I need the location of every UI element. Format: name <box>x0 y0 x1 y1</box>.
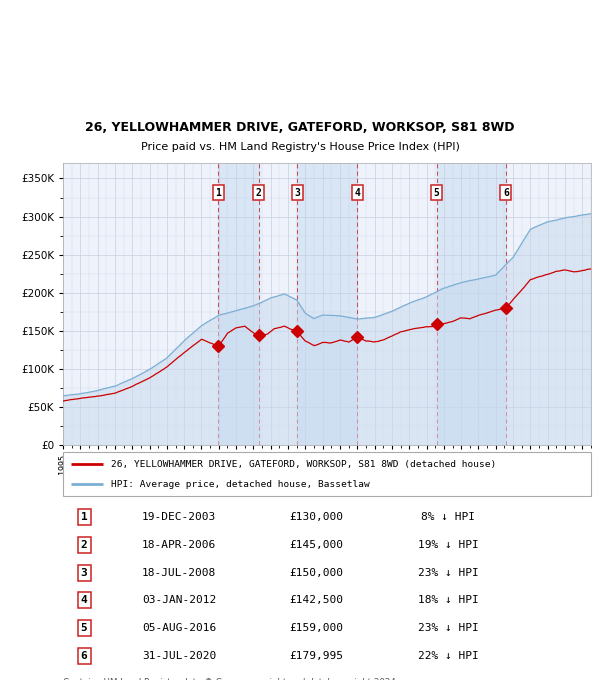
Text: £142,500: £142,500 <box>289 596 343 605</box>
Text: 3: 3 <box>81 568 88 577</box>
Text: 2: 2 <box>81 540 88 550</box>
Text: 19% ↓ HPI: 19% ↓ HPI <box>418 540 479 550</box>
Text: 1: 1 <box>81 512 88 522</box>
Text: 05-AUG-2016: 05-AUG-2016 <box>142 623 216 633</box>
Text: 26, YELLOWHAMMER DRIVE, GATEFORD, WORKSOP, S81 8WD: 26, YELLOWHAMMER DRIVE, GATEFORD, WORKSO… <box>85 121 515 134</box>
Text: 4: 4 <box>81 596 88 605</box>
Text: 1: 1 <box>215 188 221 198</box>
Text: Price paid vs. HM Land Registry's House Price Index (HPI): Price paid vs. HM Land Registry's House … <box>140 141 460 152</box>
Text: 8% ↓ HPI: 8% ↓ HPI <box>421 512 475 522</box>
Text: £130,000: £130,000 <box>289 512 343 522</box>
Text: 2: 2 <box>256 188 262 198</box>
Text: 18-APR-2006: 18-APR-2006 <box>142 540 216 550</box>
Bar <box>298 163 358 445</box>
Text: 4: 4 <box>355 188 361 198</box>
Text: 5: 5 <box>434 188 440 198</box>
Text: 5: 5 <box>81 623 88 633</box>
Text: 18% ↓ HPI: 18% ↓ HPI <box>418 596 479 605</box>
Text: 26, YELLOWHAMMER DRIVE, GATEFORD, WORKSOP, S81 8WD (detached house): 26, YELLOWHAMMER DRIVE, GATEFORD, WORKSO… <box>110 460 496 469</box>
Bar <box>218 163 259 445</box>
Text: 18-JUL-2008: 18-JUL-2008 <box>142 568 216 577</box>
Text: 19-DEC-2003: 19-DEC-2003 <box>142 512 216 522</box>
Text: 3: 3 <box>295 188 301 198</box>
Text: £159,000: £159,000 <box>289 623 343 633</box>
Text: 31-JUL-2020: 31-JUL-2020 <box>142 651 216 661</box>
Text: 23% ↓ HPI: 23% ↓ HPI <box>418 568 479 577</box>
Text: 03-JAN-2012: 03-JAN-2012 <box>142 596 216 605</box>
Text: Contains HM Land Registry data © Crown copyright and database right 2024.: Contains HM Land Registry data © Crown c… <box>63 679 398 680</box>
Text: £145,000: £145,000 <box>289 540 343 550</box>
Text: £150,000: £150,000 <box>289 568 343 577</box>
Text: 22% ↓ HPI: 22% ↓ HPI <box>418 651 479 661</box>
Text: 23% ↓ HPI: 23% ↓ HPI <box>418 623 479 633</box>
FancyBboxPatch shape <box>63 452 591 496</box>
Text: HPI: Average price, detached house, Bassetlaw: HPI: Average price, detached house, Bass… <box>110 480 369 489</box>
Bar <box>437 163 506 445</box>
Text: 6: 6 <box>503 188 509 198</box>
Text: 6: 6 <box>81 651 88 661</box>
Text: £179,995: £179,995 <box>289 651 343 661</box>
